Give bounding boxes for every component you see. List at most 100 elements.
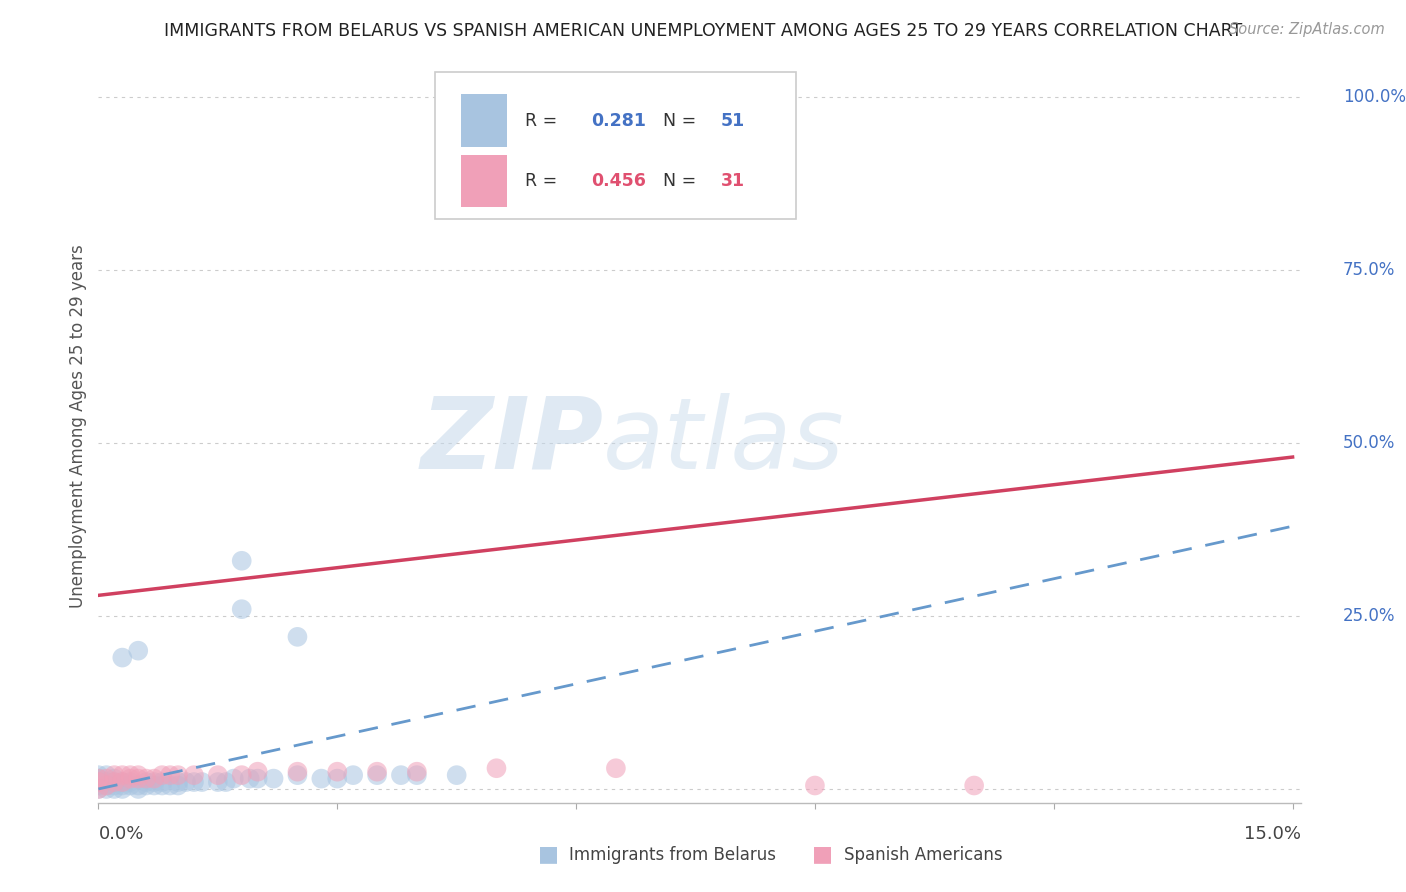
Point xyxy=(231,554,253,568)
Point xyxy=(150,768,173,782)
Point xyxy=(111,781,134,796)
Point xyxy=(87,768,110,782)
Point xyxy=(485,761,508,775)
Point xyxy=(263,772,285,786)
Point xyxy=(127,643,149,657)
Text: N =: N = xyxy=(664,172,702,190)
Y-axis label: Unemployment Among Ages 25 to 29 years: Unemployment Among Ages 25 to 29 years xyxy=(69,244,87,607)
Point xyxy=(287,768,309,782)
Point xyxy=(246,764,269,779)
Point xyxy=(191,775,214,789)
Text: 25.0%: 25.0% xyxy=(1343,607,1395,625)
Point xyxy=(120,772,142,786)
Point xyxy=(326,764,349,779)
Point xyxy=(111,779,134,793)
Point xyxy=(804,779,827,793)
Text: atlas: atlas xyxy=(603,392,845,490)
Point xyxy=(96,768,118,782)
Point xyxy=(207,768,229,782)
Point xyxy=(311,772,333,786)
Point xyxy=(127,772,149,786)
Point xyxy=(120,768,142,782)
Point xyxy=(222,772,245,786)
Point xyxy=(159,768,181,782)
Point xyxy=(183,768,205,782)
Point xyxy=(103,772,125,786)
Point xyxy=(103,775,125,789)
Point xyxy=(127,781,149,796)
Point xyxy=(605,761,627,775)
Text: 0.0%: 0.0% xyxy=(98,825,143,843)
Point xyxy=(87,775,110,789)
Point xyxy=(963,779,986,793)
Bar xyxy=(461,95,508,147)
Point xyxy=(87,781,110,796)
Point xyxy=(287,630,309,644)
Point xyxy=(326,772,349,786)
Point xyxy=(231,768,253,782)
Point xyxy=(103,781,125,796)
Point xyxy=(405,768,427,782)
Point xyxy=(215,775,238,789)
Point xyxy=(87,775,110,789)
Point xyxy=(150,779,173,793)
Point xyxy=(87,772,110,786)
Point xyxy=(159,779,181,793)
Text: R =: R = xyxy=(526,112,562,129)
Point xyxy=(127,779,149,793)
Text: ZIP: ZIP xyxy=(420,392,603,490)
Point xyxy=(446,768,468,782)
Text: 75.0%: 75.0% xyxy=(1343,261,1395,279)
Point xyxy=(239,772,262,786)
Point xyxy=(135,775,157,789)
Point xyxy=(150,775,173,789)
Point xyxy=(167,775,190,789)
Text: ■: ■ xyxy=(813,845,832,864)
Point xyxy=(87,772,110,786)
Point xyxy=(120,779,142,793)
Point xyxy=(127,768,149,782)
Point xyxy=(366,764,388,779)
Text: 50.0%: 50.0% xyxy=(1343,434,1395,452)
Point xyxy=(366,768,388,782)
Point xyxy=(103,779,125,793)
Point xyxy=(246,772,269,786)
Text: 0.281: 0.281 xyxy=(592,112,647,129)
Point xyxy=(103,768,125,782)
Point xyxy=(96,779,118,793)
Point xyxy=(143,779,166,793)
Point xyxy=(111,768,134,782)
Point xyxy=(96,775,118,789)
Point xyxy=(287,764,309,779)
Point xyxy=(87,781,110,796)
Point xyxy=(96,772,118,786)
Point xyxy=(135,772,157,786)
Point xyxy=(111,775,134,789)
Point xyxy=(628,112,651,126)
Text: 51: 51 xyxy=(721,112,745,129)
Point xyxy=(167,768,190,782)
Text: 31: 31 xyxy=(721,172,745,190)
Point xyxy=(135,779,157,793)
Point xyxy=(231,602,253,616)
Text: IMMIGRANTS FROM BELARUS VS SPANISH AMERICAN UNEMPLOYMENT AMONG AGES 25 TO 29 YEA: IMMIGRANTS FROM BELARUS VS SPANISH AMERI… xyxy=(165,22,1241,40)
Point xyxy=(120,775,142,789)
Text: 15.0%: 15.0% xyxy=(1243,825,1301,843)
Point xyxy=(87,779,110,793)
Text: 0.456: 0.456 xyxy=(592,172,647,190)
Text: R =: R = xyxy=(526,172,562,190)
Bar xyxy=(461,154,508,207)
Point xyxy=(389,768,412,782)
Text: Immigrants from Belarus: Immigrants from Belarus xyxy=(569,846,776,863)
Point xyxy=(183,775,205,789)
Point xyxy=(167,779,190,793)
Text: Source: ZipAtlas.com: Source: ZipAtlas.com xyxy=(1229,22,1385,37)
Point xyxy=(111,775,134,789)
Point xyxy=(96,781,118,796)
Text: ■: ■ xyxy=(538,845,558,864)
Point xyxy=(103,775,125,789)
Point xyxy=(96,779,118,793)
Point xyxy=(143,775,166,789)
Point xyxy=(405,764,427,779)
Point xyxy=(111,650,134,665)
